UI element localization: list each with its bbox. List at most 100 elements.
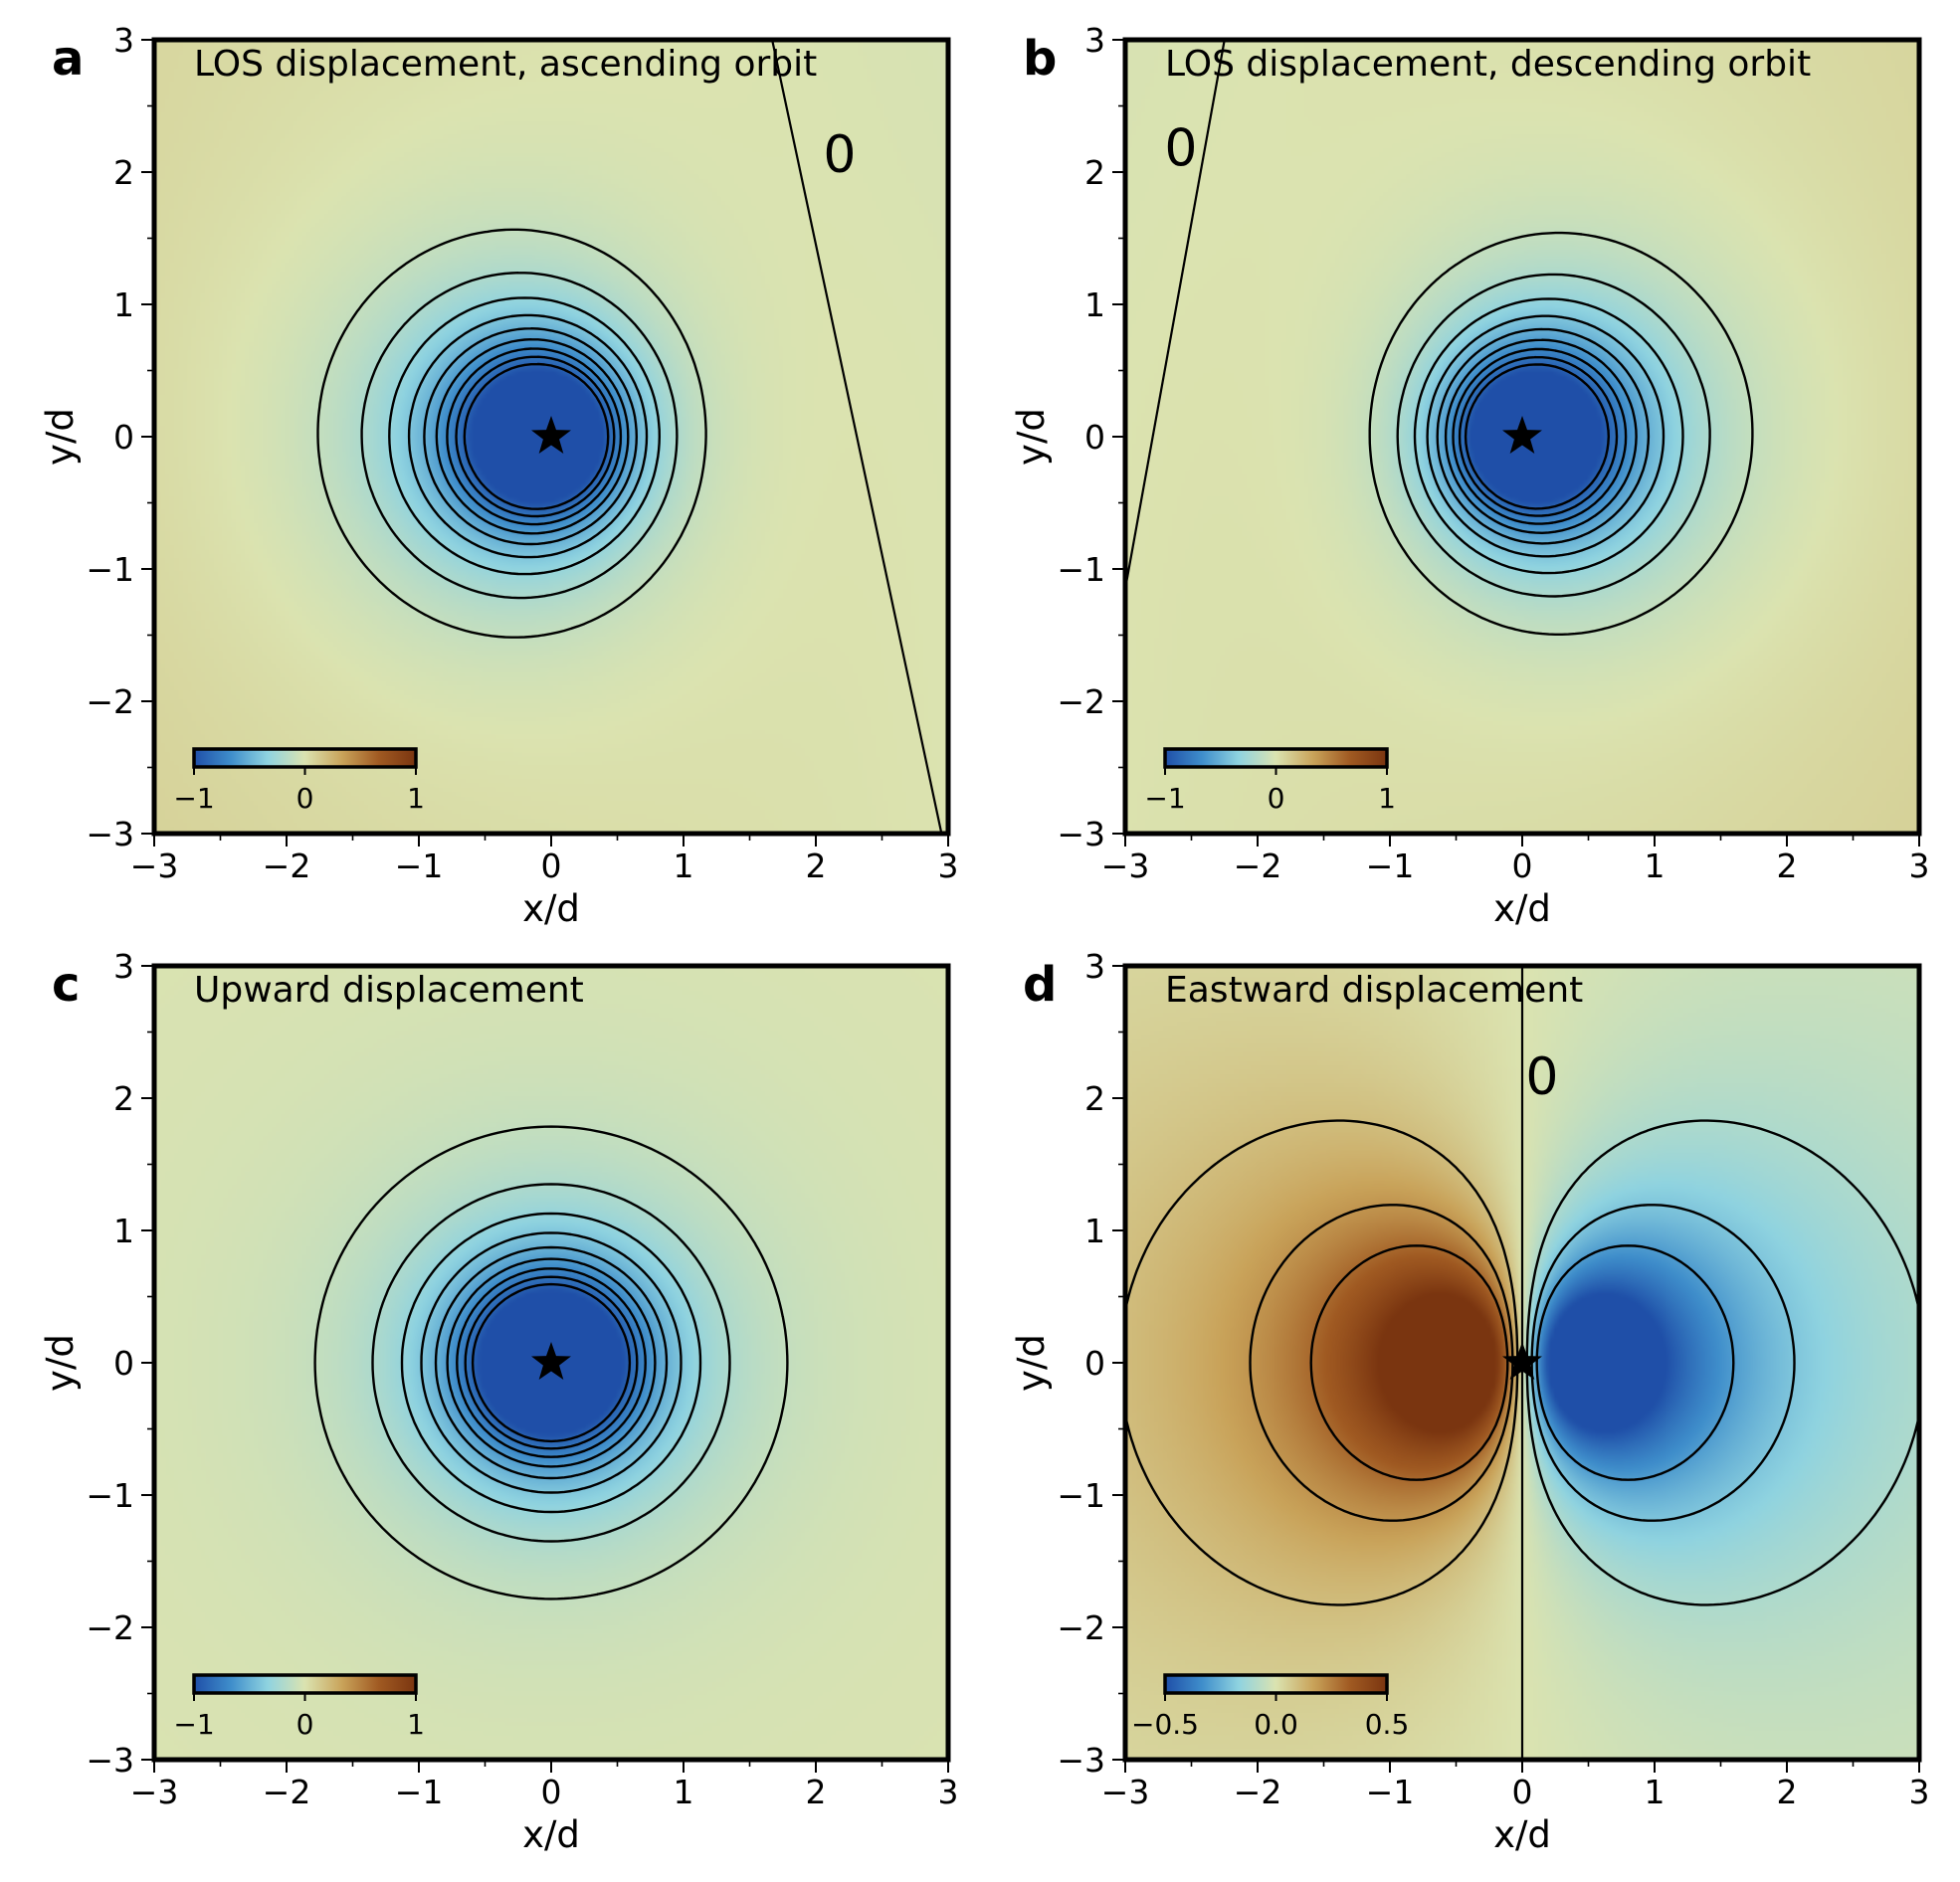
x-tick-label: 0 xyxy=(541,1773,562,1811)
contours-c xyxy=(313,1125,789,1600)
colorbar-tick-label: 0 xyxy=(296,1708,314,1741)
zero-contour-line xyxy=(1123,39,1226,590)
x-axis-label: x/d xyxy=(522,1813,580,1856)
contour-line xyxy=(1436,327,1651,545)
contour-line xyxy=(420,1231,683,1494)
y-tick-label: −1 xyxy=(1057,550,1105,589)
contour-line xyxy=(446,347,623,526)
panel-c: Upward displacement c −3 −2 −1 0 1 2 3 −3 −2 −1 0 1 2 3… xyxy=(39,947,959,1856)
x-axis-label: x/d xyxy=(522,887,580,930)
colorbar: −0.5 0.0 0.5 xyxy=(1131,1673,1410,1741)
colorbar-tick-label: 0.0 xyxy=(1254,1708,1298,1741)
contour-line xyxy=(1368,231,1754,636)
x-tick-label: −3 xyxy=(130,1773,179,1811)
colorbar-tick-label: 0 xyxy=(296,782,314,815)
y-tick-label: −2 xyxy=(86,682,134,721)
x-tick-label: −1 xyxy=(1366,1773,1415,1811)
contour-line xyxy=(434,1245,669,1480)
x-tick-label: 3 xyxy=(1909,847,1930,885)
y-axis-label: y/d xyxy=(1010,1334,1053,1392)
contour-line xyxy=(446,1257,657,1468)
x-tick-label: −2 xyxy=(263,847,311,885)
x-tick-label: −2 xyxy=(1234,1773,1282,1811)
contour-line xyxy=(1535,1244,1735,1481)
source-star-icon xyxy=(531,416,571,454)
x-tick-label: 0 xyxy=(1512,1773,1533,1811)
y-tick-label: 0 xyxy=(113,418,134,457)
y-tick-label: 0 xyxy=(113,1344,134,1383)
x-tick-label: 1 xyxy=(1645,847,1666,885)
y-tick-label: 0 xyxy=(1084,418,1105,457)
x-tick-label: −1 xyxy=(395,1773,444,1811)
panel-letter: b xyxy=(1023,31,1057,87)
colorbar-tick-label: −0.5 xyxy=(1131,1708,1199,1741)
colorbar: −1 0 1 xyxy=(173,747,425,815)
panel-title: LOS displacement, ascending orbit xyxy=(194,44,817,85)
y-tick-label: 3 xyxy=(113,947,134,986)
contour-line xyxy=(423,327,638,546)
y-tick-label: −1 xyxy=(86,1476,134,1515)
contour-line xyxy=(360,272,679,600)
colorbar-tick-label: 0.5 xyxy=(1365,1708,1410,1741)
y-tick-label: 1 xyxy=(1084,285,1105,324)
y-axis-label: y/d xyxy=(39,408,82,466)
panel-letter: c xyxy=(52,957,80,1013)
contours-b xyxy=(1368,231,1754,636)
contour-line xyxy=(388,296,661,576)
colorbar-tick-label: −1 xyxy=(173,782,214,815)
y-tick-label: 2 xyxy=(113,153,134,192)
x-tick-label: 0 xyxy=(1512,847,1533,885)
x-tick-label: 1 xyxy=(674,847,694,885)
contour-line xyxy=(1396,273,1711,598)
source-star-icon xyxy=(531,1342,571,1380)
colorbar-tick-label: 1 xyxy=(1378,782,1396,815)
panel-d: 0 Eastward displacement d −3 −2 −1 0 1 2 3 −3 −2 −1 0… xyxy=(1010,947,1930,1856)
contour-line xyxy=(455,355,616,518)
axis-ticks: −3 −2 −1 0 1 2 3 −3 −2 −1 0 1 2 3 xyxy=(86,947,958,1811)
x-tick-label: 2 xyxy=(1777,1773,1798,1811)
contours-d xyxy=(1123,1119,1921,1606)
y-tick-label: −2 xyxy=(1057,682,1105,721)
y-tick-label: −3 xyxy=(1057,815,1105,853)
contour-line xyxy=(463,362,610,510)
contour-line xyxy=(407,313,649,559)
contour-line xyxy=(456,1267,647,1458)
contour-line xyxy=(313,1125,789,1600)
contour-line xyxy=(1249,1204,1514,1522)
y-axis-label: y/d xyxy=(1010,408,1053,466)
panel-b: 0 LOS displacement, descending orbit b −3 −2… xyxy=(1010,21,1930,930)
panel-letter: a xyxy=(52,31,84,87)
source-star-icon xyxy=(1502,1342,1542,1380)
source-star-icon xyxy=(1502,416,1542,454)
zero-contour-line xyxy=(771,39,943,835)
y-tick-label: 3 xyxy=(1084,947,1105,986)
contour-line xyxy=(1458,355,1619,517)
contour-line xyxy=(1426,314,1666,558)
contour-line xyxy=(371,1183,731,1543)
y-tick-label: 1 xyxy=(1084,1212,1105,1250)
y-tick-label: −3 xyxy=(86,815,134,853)
colorbar: −1 0 1 xyxy=(173,1673,425,1741)
contour-line xyxy=(1413,297,1684,575)
x-tick-label: 1 xyxy=(674,1773,694,1811)
x-tick-label: 3 xyxy=(938,847,959,885)
x-tick-label: 3 xyxy=(938,1773,959,1811)
axis-ticks: −3 −2 −1 0 1 2 3 −3 −2 −1 0 1 2 3 xyxy=(86,21,958,885)
contour-line xyxy=(471,1282,632,1443)
y-tick-label: 3 xyxy=(113,21,134,60)
contours-a xyxy=(316,228,707,639)
x-tick-label: 1 xyxy=(1645,1773,1666,1811)
colorbar-tick-label: 1 xyxy=(407,1708,425,1741)
y-tick-label: −2 xyxy=(1057,1608,1105,1647)
y-tick-label: −1 xyxy=(1057,1476,1105,1515)
colorbar-tick-label: 1 xyxy=(407,782,425,815)
panel-title: Eastward displacement xyxy=(1165,970,1583,1011)
colorbar-tick-label: 0 xyxy=(1268,782,1285,815)
y-tick-label: 1 xyxy=(113,1212,134,1250)
x-tick-label: 2 xyxy=(806,1773,827,1811)
colorbar-gradient xyxy=(1163,747,1389,769)
x-tick-label: −3 xyxy=(1101,1773,1150,1811)
contour-line xyxy=(1452,347,1628,525)
x-tick-label: 0 xyxy=(541,847,562,885)
